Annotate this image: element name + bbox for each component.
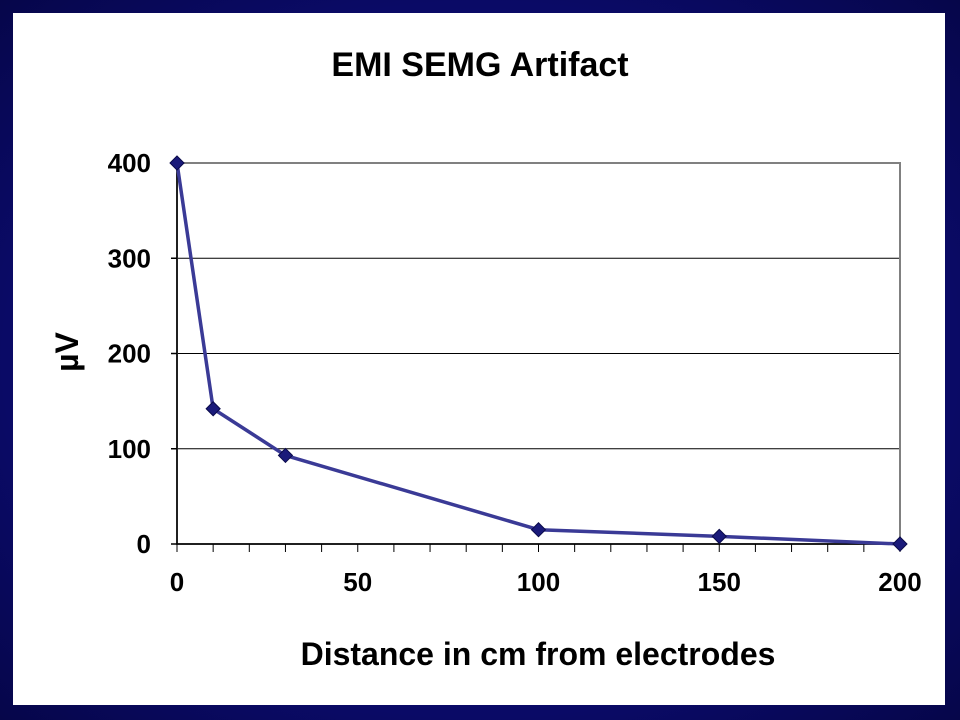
chart-panel [13, 13, 945, 705]
data-point-marker [892, 536, 908, 552]
x-tick-label: 200 [878, 567, 921, 597]
data-point-marker [169, 155, 185, 171]
x-tick-label: 0 [170, 567, 184, 597]
y-tick-label: 400 [108, 148, 151, 178]
y-tick-label: 200 [108, 339, 151, 369]
y-tick-label: 300 [108, 243, 151, 273]
data-point-marker [277, 447, 294, 464]
x-axis-label: Distance in cm from electrodes [301, 636, 776, 672]
x-tick-label: 100 [517, 567, 560, 597]
gridlines [177, 162, 900, 545]
y-tick-labels: 0 100 200 300 400 [108, 148, 151, 559]
y-axis-label: µV [49, 331, 85, 371]
x-tick-labels: 0 50 100 150 200 [170, 567, 922, 597]
x-tick-label: 150 [698, 567, 741, 597]
series-line [175, 162, 901, 546]
axes [171, 162, 901, 552]
data-point-marker [711, 528, 727, 545]
y-tick-label: 100 [108, 434, 151, 464]
x-tick-label: 50 [343, 567, 372, 597]
data-point-marker [205, 401, 221, 417]
y-tick-label: 0 [137, 529, 151, 559]
data-point-marker [530, 522, 547, 538]
chart-title: EMI SEMG Artifact [331, 46, 628, 84]
data-series [169, 155, 908, 552]
